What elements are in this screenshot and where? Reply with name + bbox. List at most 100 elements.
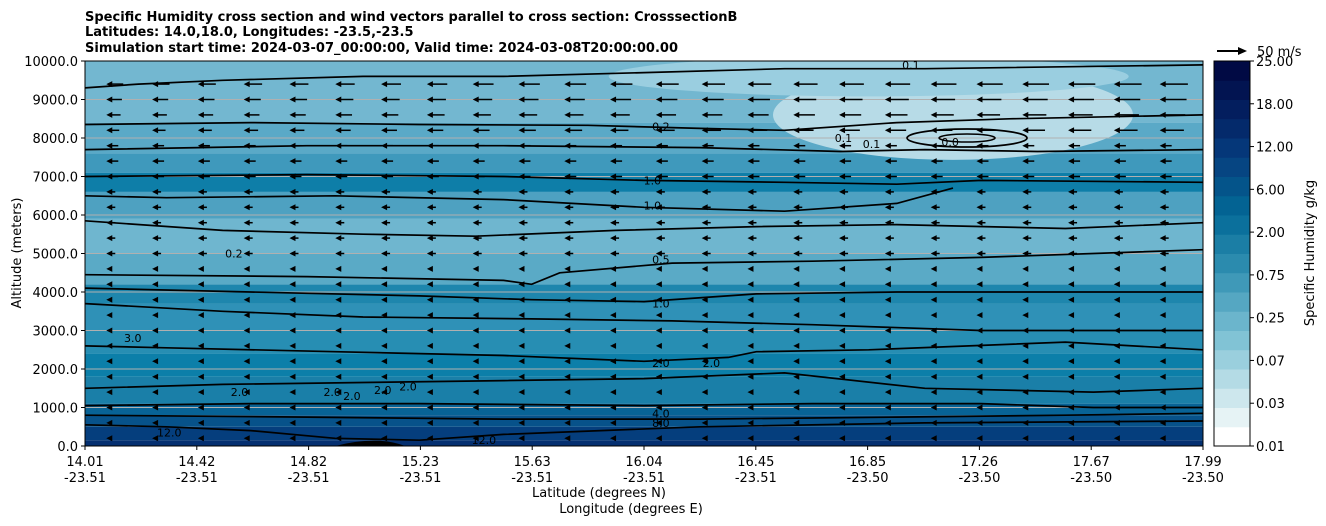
wind-arrow-head (930, 327, 937, 334)
wind-arrow-head (1022, 404, 1029, 411)
wind-arrow-head (243, 358, 250, 365)
wind-arrow-head (793, 327, 800, 334)
wind-arrow-head (701, 435, 708, 442)
wind-arrow-head (335, 250, 342, 257)
wind-arrow-head (930, 204, 937, 211)
wind-arrow-head (1159, 435, 1166, 442)
wind-arrow-head (793, 404, 800, 411)
wind-arrow-head (1159, 127, 1166, 134)
x-tick-label-lat: 14.82 (290, 455, 327, 470)
wind-arrow-head (564, 358, 571, 365)
wind-arrow-head (655, 127, 662, 134)
wind-arrow-head (564, 404, 571, 411)
wind-arrow-head (655, 158, 662, 165)
wind-arrow-head (335, 81, 342, 88)
wind-arrow-head (930, 219, 937, 226)
wind-arrow-head (1113, 265, 1120, 272)
wind-arrow-head (1022, 281, 1029, 288)
x-tick-label-lon: -23.51 (176, 471, 218, 486)
wind-arrow-head (1113, 250, 1120, 257)
wind-arrow-head (243, 219, 250, 226)
wind-arrow-head (610, 265, 617, 272)
wind-arrow-head (1068, 404, 1075, 411)
wind-arrow-head (335, 327, 342, 334)
wind-arrow-head (793, 81, 800, 88)
wind-arrow-head (747, 435, 754, 442)
wind-arrow-head (426, 419, 433, 426)
wind-arrow-head (381, 404, 388, 411)
title-line-2: Latitudes: 14.0,18.0, Longitudes: -23.5,… (85, 25, 414, 40)
wind-arrow-head (197, 389, 204, 396)
wind-arrow-head (152, 81, 159, 88)
wind-arrow-head (243, 158, 250, 165)
wind-arrow-head (1068, 142, 1075, 149)
wind-arrow-head (747, 81, 754, 88)
wind-arrow-head (289, 235, 296, 242)
wind-arrow-head (793, 435, 800, 442)
wind-arrow-head (701, 250, 708, 257)
wind-arrow-head (289, 281, 296, 288)
wind-arrow-head (701, 173, 708, 180)
wind-arrow-head (1159, 173, 1166, 180)
wind-arrow-head (655, 188, 662, 195)
wind-arrow-head (839, 373, 846, 380)
wind-arrow-head (976, 389, 983, 396)
wind-arrow-head (1113, 111, 1120, 118)
wind-arrow-head (564, 281, 571, 288)
wind-arrow-head (610, 158, 617, 165)
wind-arrow-head (564, 158, 571, 165)
colorbar-segment (1214, 138, 1250, 158)
wind-arrow-head (793, 419, 800, 426)
wind-arrow-head (564, 235, 571, 242)
quiver-key-label: 50 m/s (1257, 45, 1302, 60)
wind-arrow-head (793, 127, 800, 134)
contour-label: 8.0 (652, 417, 670, 430)
wind-arrow-head (564, 419, 571, 426)
wind-arrow-head (884, 404, 891, 411)
wind-arrow-head (426, 173, 433, 180)
wind-arrow-head (106, 219, 113, 226)
wind-arrow-head (1113, 342, 1120, 349)
wind-arrow-head (747, 173, 754, 180)
wind-arrow-head (839, 188, 846, 195)
wind-arrow-head (1113, 358, 1120, 365)
wind-arrow-head (1022, 158, 1029, 165)
x-tick-label-lat: 16.45 (737, 455, 774, 470)
y-tick-label: 0.0 (57, 440, 78, 455)
wind-arrow-head (426, 188, 433, 195)
wind-arrow-head (381, 435, 388, 442)
wind-arrow-head (884, 204, 891, 211)
wind-arrow-head (152, 296, 159, 303)
wind-arrow-head (976, 96, 983, 103)
wind-arrow-head (381, 142, 388, 149)
wind-arrow-head (289, 404, 296, 411)
contour-label: 12.0 (157, 427, 182, 440)
wind-arrow-head (839, 265, 846, 272)
wind-arrow-head (610, 127, 617, 134)
wind-arrow-head (518, 435, 525, 442)
wind-arrow-head (381, 188, 388, 195)
y-tick-label: 2000.0 (33, 363, 79, 378)
wind-arrow-head (610, 281, 617, 288)
wind-arrow-head (243, 312, 250, 319)
wind-arrow-head (335, 127, 342, 134)
wind-arrow-head (655, 373, 662, 380)
wind-arrow-head (381, 296, 388, 303)
wind-arrow-head (930, 235, 937, 242)
wind-arrow-head (426, 127, 433, 134)
humidity-band (85, 218, 1203, 254)
wind-arrow-head (1159, 281, 1166, 288)
humidity-band (85, 403, 1203, 416)
wind-arrow-head (197, 142, 204, 149)
wind-arrow-head (976, 419, 983, 426)
colorbar-segment (1214, 272, 1250, 293)
humidity-band (85, 426, 1203, 441)
wind-arrow-head (243, 342, 250, 349)
wind-arrow-head (1159, 204, 1166, 211)
wind-arrow-head (197, 127, 204, 134)
wind-arrow-head (1022, 188, 1029, 195)
wind-arrow-head (1022, 235, 1029, 242)
wind-arrow-head (610, 250, 617, 257)
colorbar-segment (1214, 118, 1250, 139)
wind-arrow-head (976, 404, 983, 411)
